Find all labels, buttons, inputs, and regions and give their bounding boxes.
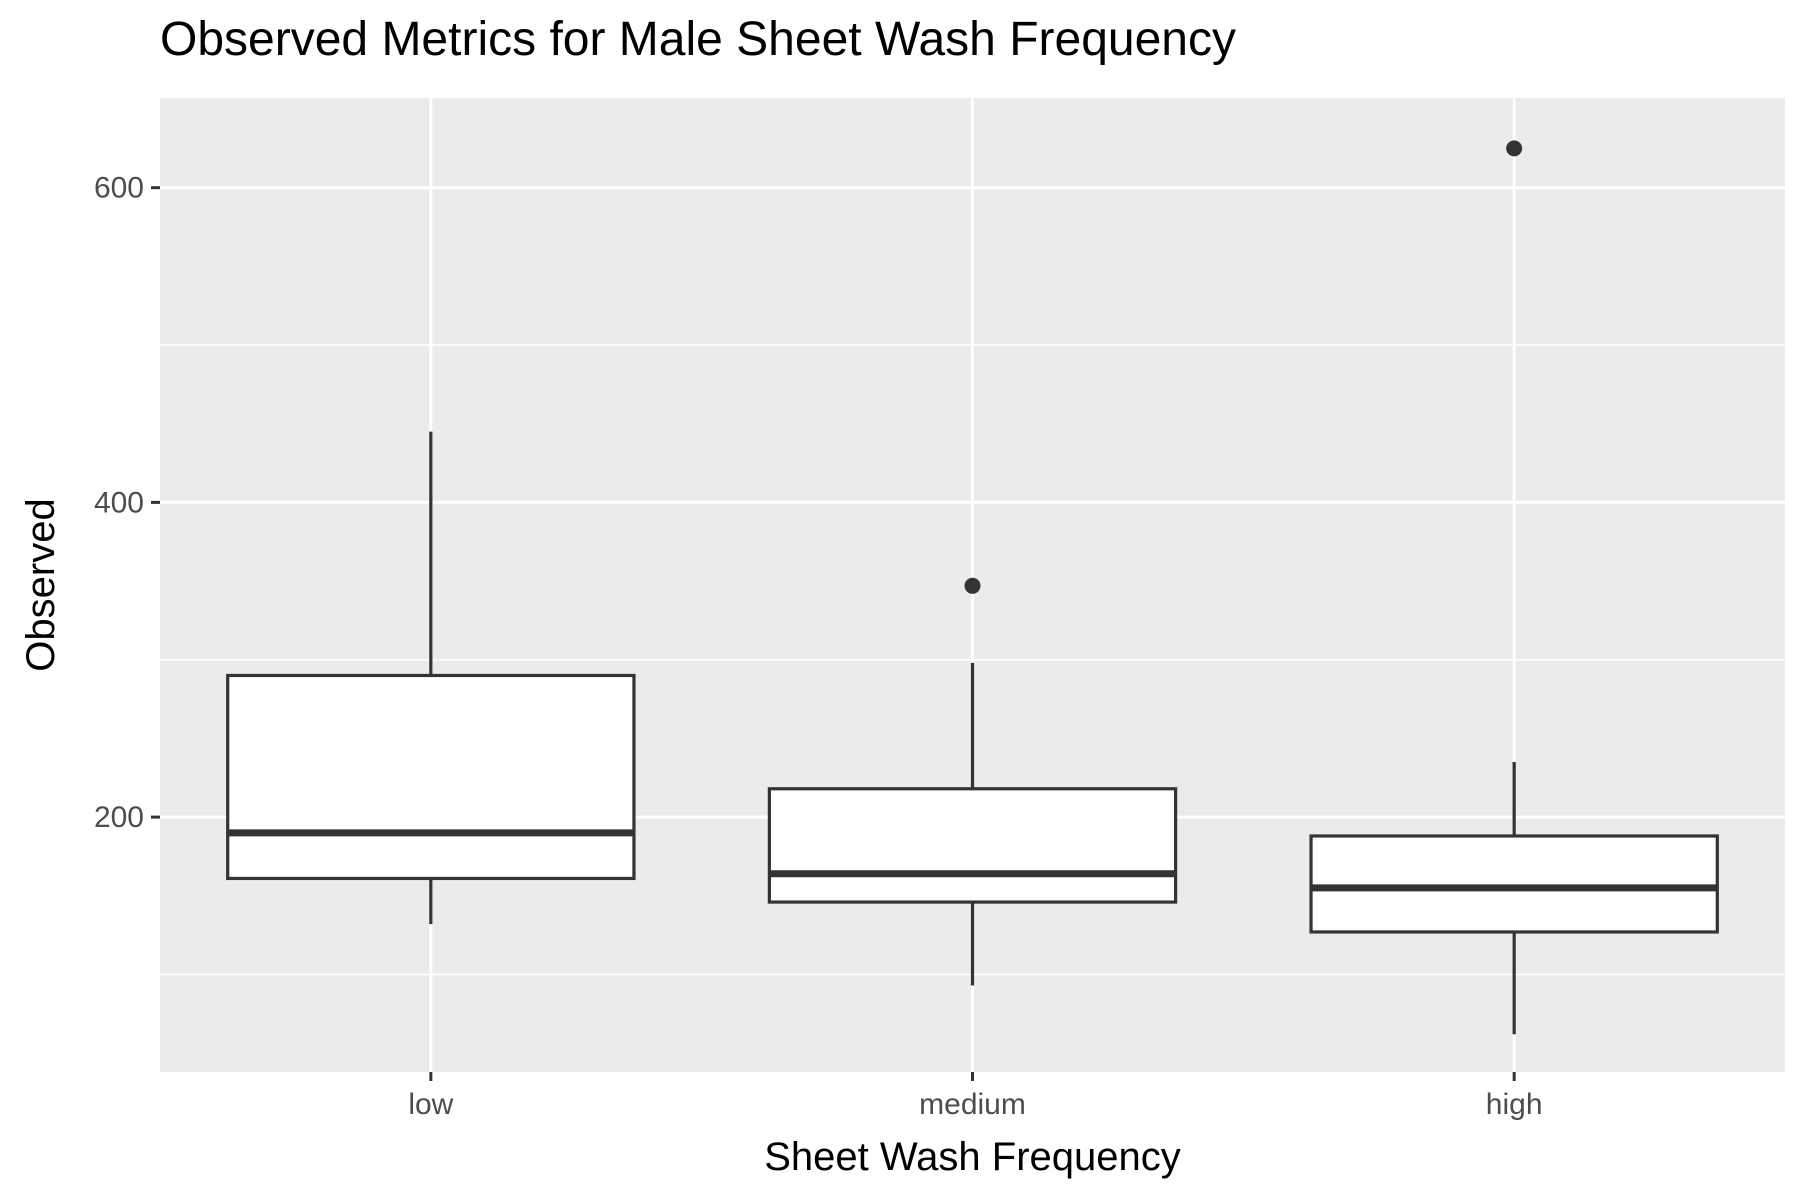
iqr-box [767, 787, 1178, 904]
y-tick-label: 200 [94, 801, 144, 834]
box-high [1309, 140, 1719, 1035]
outlier-point [1506, 140, 1523, 157]
chart-title: Observed Metrics for Male Sheet Wash Fre… [160, 13, 1236, 66]
x-axis-title: Sheet Wash Frequency [764, 1135, 1181, 1179]
y-tick-label: 400 [94, 486, 144, 519]
y-axis-title: Observed [19, 498, 63, 671]
box-low [226, 431, 636, 925]
iqr-box [226, 673, 636, 881]
x-tick-label: low [408, 1088, 453, 1121]
x-tick-label: medium [919, 1088, 1026, 1121]
box-medium [767, 577, 1178, 986]
boxes [226, 140, 1719, 1035]
outlier-point [964, 577, 981, 594]
x-tick-label: high [1486, 1088, 1543, 1121]
x-axis-ticks: low medium high [408, 1072, 1543, 1121]
y-tick-label: 600 [94, 172, 144, 205]
y-axis-ticks: 200 400 600 [94, 172, 160, 834]
iqr-box [1309, 834, 1719, 934]
